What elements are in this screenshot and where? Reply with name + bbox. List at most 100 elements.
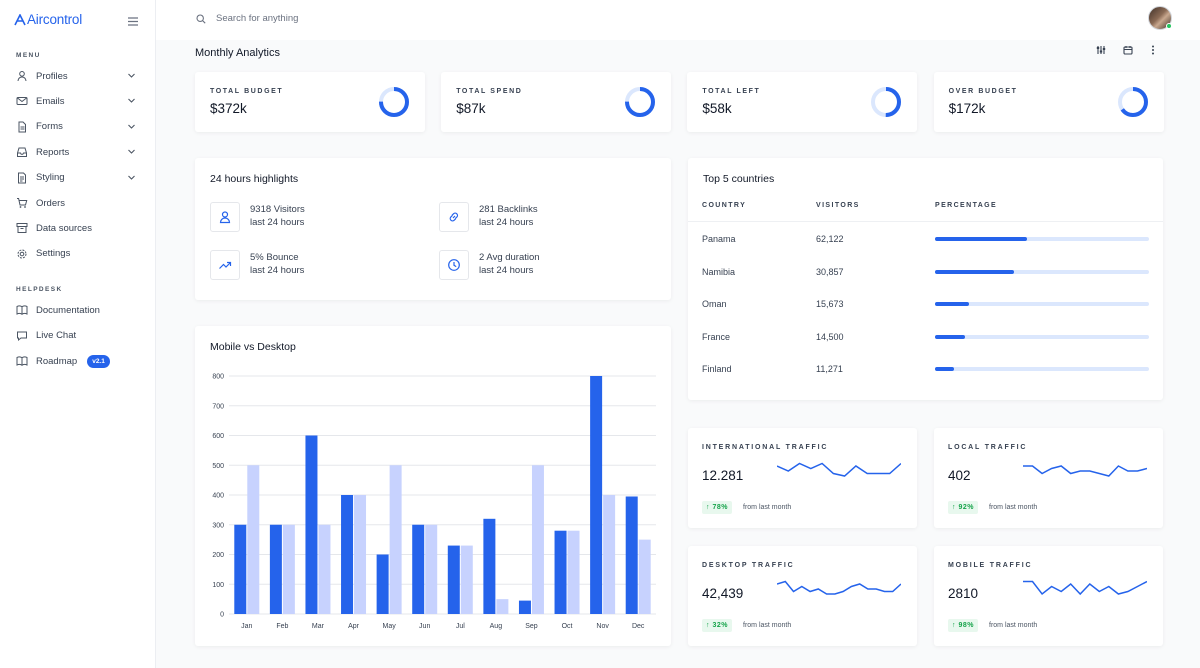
progress-ring (379, 87, 409, 117)
country-cell: Finland (702, 364, 732, 375)
nav-label: Roadmap (36, 355, 78, 367)
change-badge: ↑ 98% (948, 619, 978, 632)
x-tick-label: Mar (312, 623, 325, 630)
x-tick-label: Jan (241, 623, 252, 630)
visitors-cell: 30,857 (816, 266, 844, 277)
sidebar-item-styling[interactable]: Styling (16, 168, 140, 188)
stat-card-total-budget: TOTAL BUDGET $372k (195, 72, 425, 132)
percentage-bar (935, 237, 1149, 241)
stat-value: $87k (456, 101, 486, 116)
y-tick-label: 300 (212, 522, 224, 529)
y-tick-label: 200 (212, 552, 224, 559)
x-tick-label: Feb (276, 623, 288, 630)
menu-heading: MENU (16, 52, 41, 59)
traffic-card-international-traffic: INTERNATIONAL TRAFFIC 12.281 ↑ 78% from las… (688, 428, 917, 528)
nav-label: Profiles (36, 70, 68, 82)
calendar-button[interactable] (1123, 45, 1133, 55)
topbar: Search for anything (156, 0, 1200, 40)
percentage-bar (935, 334, 1149, 339)
sidebar-item-forms[interactable]: Forms (16, 117, 140, 137)
sidebar-item-reports[interactable]: Reports (16, 142, 140, 162)
countries-title: Top 5 countries (703, 173, 775, 185)
x-tick-label: Sep (525, 623, 538, 630)
sparkline (1023, 465, 1147, 477)
sidebar-item-orders[interactable]: Orders (16, 193, 140, 213)
bar-mobile-sep (518, 600, 531, 614)
highlight-subtitle: last 24 hours (250, 265, 305, 276)
adjustments-icon (1096, 46, 1106, 54)
sidebar-item-emails[interactable]: Emails (16, 91, 140, 111)
clock-icon (439, 250, 469, 280)
highlight-subtitle: last 24 hours (479, 265, 534, 276)
y-tick-label: 600 (212, 433, 224, 440)
link-icon (439, 202, 469, 232)
percentage-bar (935, 269, 1149, 274)
version-badge: v2.1 (87, 354, 110, 368)
more-options-button[interactable] (1150, 45, 1156, 55)
bar-mobile-apr (341, 495, 354, 614)
bar-desktop-jul (460, 545, 473, 614)
bar-mobile-jul (447, 545, 460, 614)
nav-label: Styling (36, 172, 65, 184)
mail-icon (16, 95, 28, 107)
y-tick-label: 100 (212, 582, 224, 589)
archive-icon (16, 222, 28, 234)
top-countries-card: Top 5 countries COUNTRY VISITORS PERCENT… (688, 158, 1163, 400)
highlight-item: 281 Backlinks last 24 hours (439, 202, 538, 232)
highlight-title: 9318 Visitors (250, 204, 305, 215)
traffic-value: 12.281 (702, 468, 744, 483)
sidebar: Aircontrol MENU Profiles Emails Forms Repor… (0, 0, 156, 668)
chart-settings-button[interactable] (1096, 45, 1106, 55)
sidebar-item-profiles[interactable]: Profiles (16, 66, 140, 86)
traffic-value: 2810 (948, 586, 979, 601)
helpdesk-item-roadmap[interactable]: Roadmap v2.1 (16, 351, 140, 371)
x-tick-label: Jun (419, 623, 430, 630)
highlight-title: 5% Bounce (250, 252, 299, 263)
change-caption: from last month (989, 504, 1038, 511)
highlights-title: 24 hours highlights (210, 173, 299, 185)
traffic-value: 42,439 (702, 586, 744, 601)
bar-desktop-aug (496, 599, 509, 614)
country-header: COUNTRY (702, 202, 747, 209)
bar-desktop-feb (282, 524, 295, 614)
nav-label: Documentation (36, 304, 100, 316)
stat-label: OVER BUDGET (948, 88, 1018, 95)
user-icon (210, 202, 240, 232)
country-cell: France (702, 331, 731, 342)
app-logo[interactable]: Aircontrol (14, 12, 82, 27)
search-bar[interactable]: Search for anything (196, 13, 298, 24)
user-avatar[interactable] (1148, 6, 1172, 30)
more-vertical-icon (1152, 45, 1154, 55)
bar-mobile-jun (412, 524, 425, 614)
sparkline (777, 462, 901, 477)
country-cell: Oman (702, 299, 727, 310)
menu-toggle-button[interactable] (127, 14, 139, 32)
bar-mobile-may (376, 554, 389, 614)
change-badge: ↑ 32% (702, 619, 732, 632)
highlight-title: 2 Avg duration (479, 252, 540, 263)
bar-mobile-aug (483, 518, 496, 614)
bar-desktop-mar (318, 524, 331, 614)
nav-label: Live Chat (36, 330, 77, 342)
progress-ring (871, 87, 902, 117)
search-input[interactable]: Search for anything (216, 13, 299, 24)
change-caption: from last month (989, 622, 1038, 629)
bar-desktop-dec (638, 539, 651, 614)
visitors-cell: 14,500 (816, 331, 844, 342)
sidebar-item-settings[interactable]: Settings (16, 244, 140, 264)
bar-desktop-oct (567, 530, 580, 614)
online-status-dot (1166, 23, 1172, 29)
helpdesk-heading: HELPDESK (16, 286, 63, 293)
traffic-value: 402 (948, 468, 971, 483)
visitors-cell: 62,122 (816, 234, 844, 244)
x-tick-label: Dec (632, 623, 645, 630)
bar-desktop-may (389, 465, 402, 614)
helpdesk-item-documentation[interactable]: Documentation (16, 300, 140, 320)
sidebar-item-data-sources[interactable]: Data sources (16, 218, 140, 238)
table-row: Panama 62,122 (688, 234, 1163, 266)
stat-label: TOTAL SPEND (456, 88, 523, 95)
helpdesk-item-live-chat[interactable]: Live Chat (16, 326, 140, 346)
bar-mobile-oct (554, 530, 567, 614)
sparkline (1023, 580, 1147, 596)
logo-text: Aircontrol (27, 12, 83, 27)
